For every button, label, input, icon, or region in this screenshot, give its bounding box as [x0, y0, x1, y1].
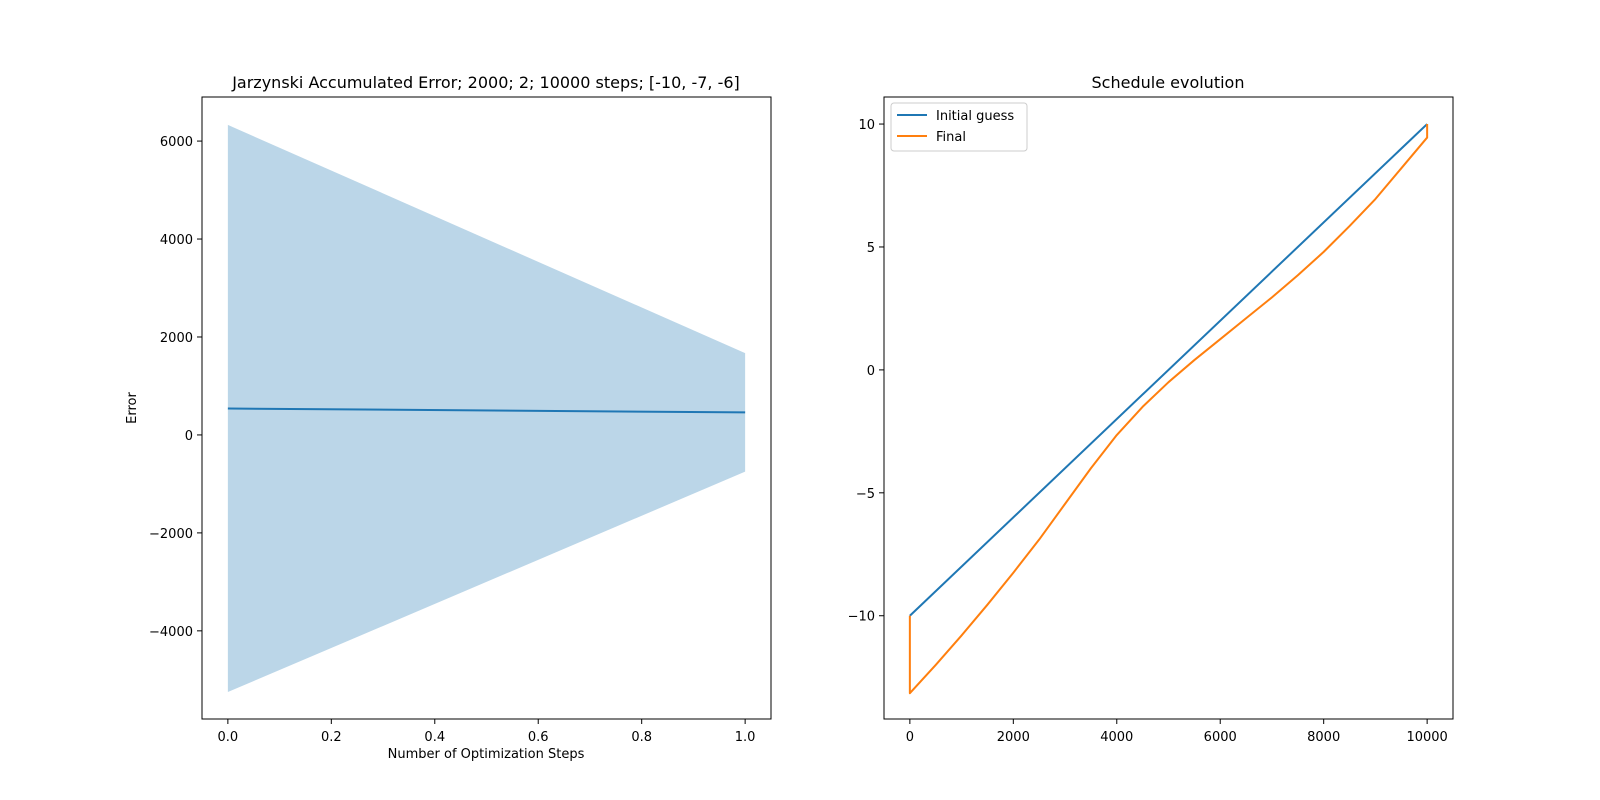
schedule-chart-plot-area: [908, 123, 1429, 695]
y-tick-label: 0: [185, 429, 193, 444]
error-chart: Jarzynski Accumulated Error; 2000; 2; 10…: [125, 73, 772, 762]
error-chart-x-label: Number of Optimization Steps: [388, 747, 585, 762]
y-tick-label: 2000: [160, 331, 193, 346]
schedule-chart-legend: Initial guess Final: [890, 102, 1028, 152]
y-tick-label: −4000: [149, 625, 193, 640]
series-line-initial-guess: [909, 123, 1428, 617]
error-chart-plot-area: [227, 124, 746, 693]
y-tick-label: −2000: [149, 527, 193, 542]
x-tick-label: 10000: [1406, 730, 1447, 745]
x-tick-label: 0.8: [631, 730, 652, 745]
schedule-chart-x-axis: 0 2000 4000 6000 8000 10000: [906, 719, 1448, 745]
x-tick-label: 0.0: [218, 730, 239, 745]
y-tick-label: −10: [848, 610, 875, 625]
y-tick-label: 6000: [160, 135, 193, 150]
error-chart-y-label: Error: [125, 392, 140, 424]
schedule-chart-title: Schedule evolution: [1092, 73, 1245, 92]
error-chart-x-axis: 0.0 0.2 0.4 0.6 0.8 1.0: [218, 719, 756, 745]
y-tick-label: 5: [867, 241, 875, 256]
error-chart-y-axis: −4000 −2000 0 2000 4000 6000: [149, 135, 202, 640]
legend-label-final: Final: [936, 130, 966, 145]
schedule-chart: Schedule evolution 0 2000 4000 6000 8000 1000…: [848, 73, 1454, 745]
x-tick-label: 8000: [1307, 730, 1340, 745]
x-tick-label: 6000: [1204, 730, 1237, 745]
x-tick-label: 1.0: [735, 730, 756, 745]
x-tick-label: 2000: [997, 730, 1030, 745]
y-tick-label: 10: [858, 118, 875, 133]
x-tick-label: 0.6: [528, 730, 549, 745]
series-line-final: [908, 124, 1429, 695]
schedule-chart-frame: [883, 96, 1454, 720]
x-tick-label: 4000: [1100, 730, 1133, 745]
y-tick-label: 0: [867, 364, 875, 379]
legend-label-initial-guess: Initial guess: [936, 109, 1014, 124]
y-tick-label: −5: [856, 487, 875, 502]
error-band: [227, 124, 746, 693]
y-tick-label: 4000: [160, 233, 193, 248]
x-tick-label: 0.2: [321, 730, 342, 745]
schedule-chart-y-axis: −10 −5 0 5 10: [848, 118, 884, 625]
x-tick-label: 0: [906, 730, 914, 745]
error-chart-title: Jarzynski Accumulated Error; 2000; 2; 10…: [231, 73, 740, 92]
series-line-0: [227, 407, 746, 414]
x-tick-label: 0.4: [424, 730, 445, 745]
error-chart-frame: [201, 96, 772, 720]
